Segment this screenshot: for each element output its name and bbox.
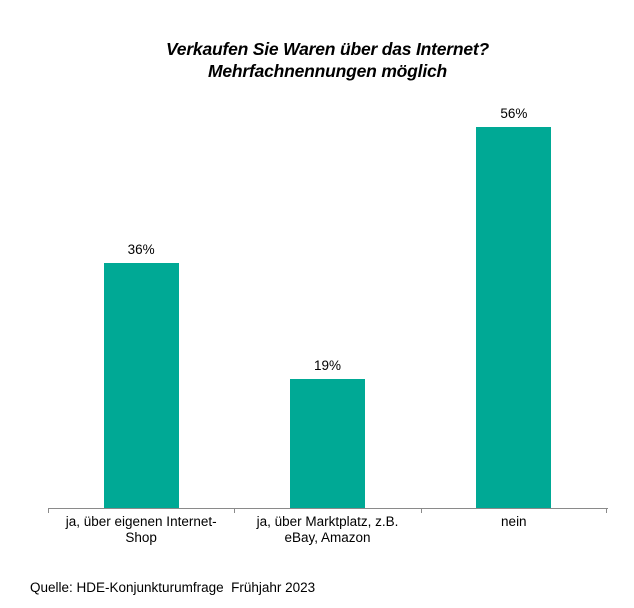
bar-2 — [290, 378, 365, 508]
source-note: Quelle: HDE-Konjunkturumfrage Frühjahr 2… — [30, 580, 316, 595]
bar-3 — [476, 127, 552, 508]
x-axis-line — [48, 508, 608, 509]
bar-1 — [103, 263, 179, 508]
bar-value-label-3: 56% — [500, 106, 528, 122]
category-label-3: nein — [501, 514, 527, 529]
chart-title-line1: Verkaufen Sie Waren über das Internet? — [165, 39, 490, 59]
axis-tick — [421, 508, 422, 513]
category-axis-labels: ja, über eigenen Internet- Shop ja, über … — [48, 514, 607, 546]
chart-title-line2: Mehrfachnennungen möglich — [207, 61, 448, 81]
axis-tick — [234, 508, 235, 513]
bar-value-label-2: 19% — [313, 357, 342, 373]
category-label-2: ja, über Marktplatz, z.B. eBay, Amazon — [256, 514, 399, 545]
axis-tick — [48, 508, 49, 513]
axis-tick — [606, 508, 607, 513]
category-label-1: ja, über eigenen Internet- Shop — [65, 514, 217, 545]
bar-value-label-1: 36% — [127, 242, 155, 258]
chart-title: Verkaufen Sie Waren über das Internet? M… — [48, 38, 607, 82]
plot-area: 36% 19% 56% — [48, 100, 607, 513]
